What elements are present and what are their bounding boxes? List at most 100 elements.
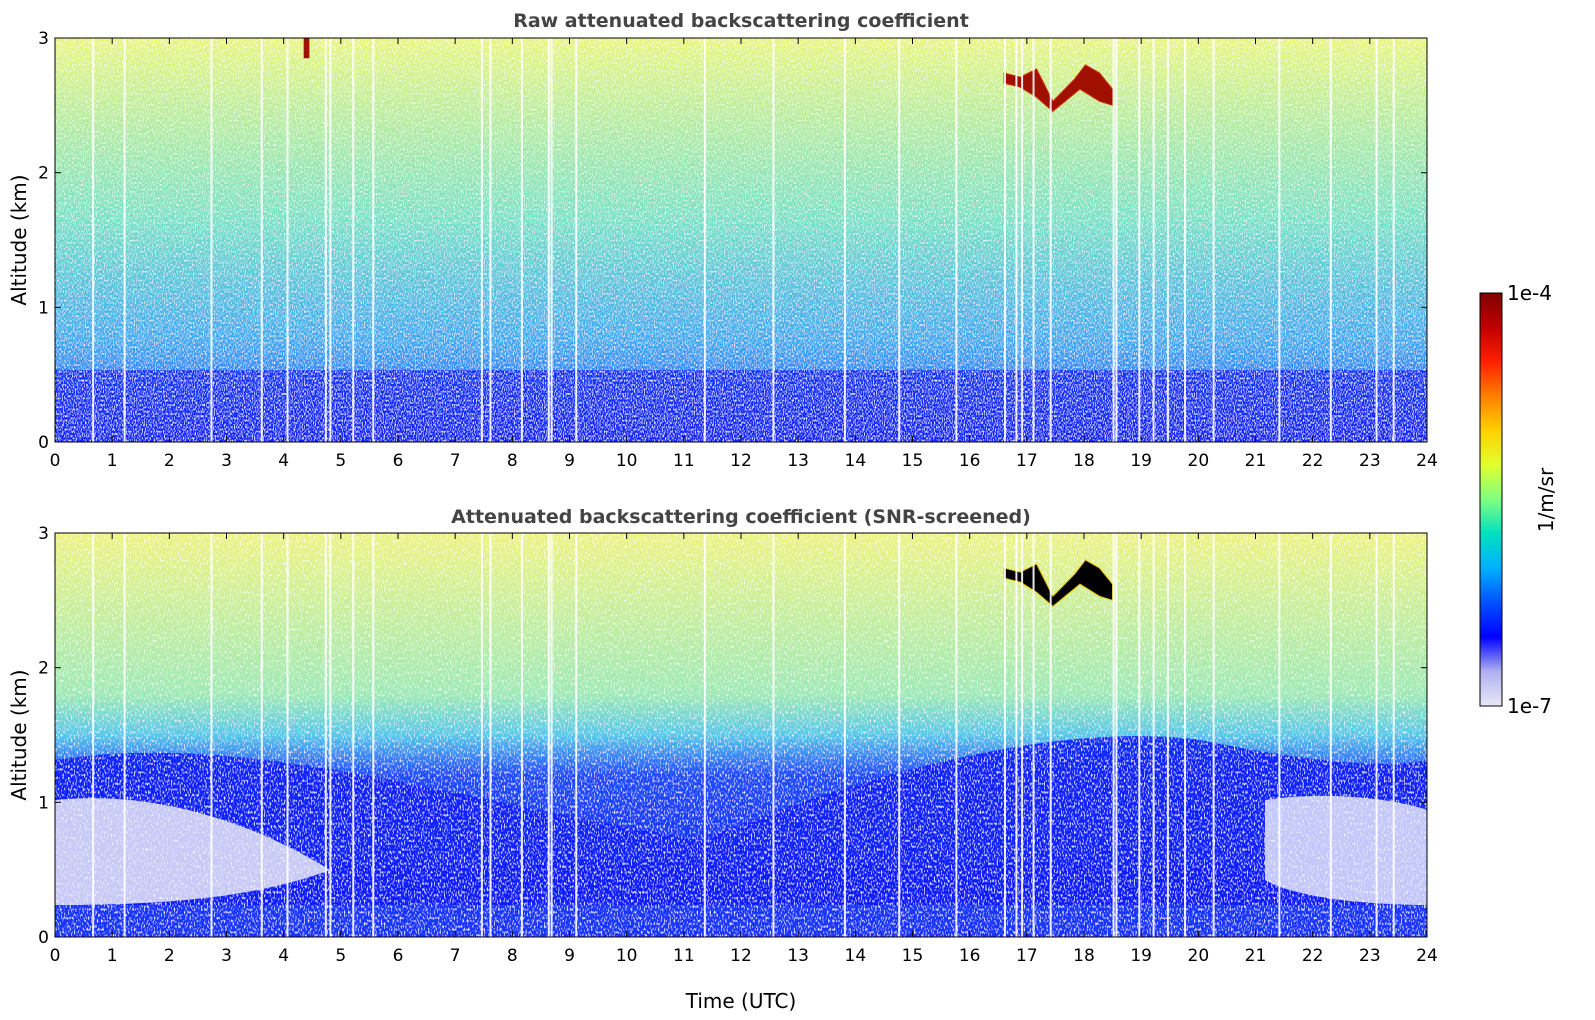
x-tick-label: 19	[1130, 451, 1152, 471]
x-tick-label: 15	[902, 451, 924, 471]
data-gap-stripe	[1112, 38, 1115, 442]
data-gap-stripe	[703, 38, 706, 442]
y-tick-label: 3	[38, 524, 49, 544]
x-tick-label: 22	[1302, 946, 1324, 966]
data-gap-stripe	[1278, 38, 1281, 442]
data-gap-stripe	[210, 533, 213, 937]
data-gap-stripe	[550, 533, 553, 937]
x-tick-label: 2	[164, 451, 175, 471]
colorbar: 1e-4 1e-7 1/m/sr	[1479, 281, 1558, 718]
x-tick-label: 10	[616, 451, 638, 471]
data-gap-stripe	[955, 38, 958, 442]
data-gap-stripe	[1049, 38, 1052, 442]
data-gap-stripe	[1152, 38, 1155, 442]
x-tick-label: 0	[50, 451, 61, 471]
data-gap-stripe	[92, 533, 95, 937]
x-tick-label: 11	[673, 451, 695, 471]
data-gap-stripe	[1184, 38, 1187, 442]
data-gap-stripe	[372, 38, 375, 442]
y-tick-label: 2	[38, 164, 49, 184]
data-gap-stripe	[260, 533, 263, 937]
chart-title-raw: Raw attenuated backscattering coefficien…	[513, 10, 969, 32]
x-tick-label: 12	[730, 451, 752, 471]
x-tick-label: 6	[393, 946, 404, 966]
data-gap-stripe	[1392, 533, 1395, 937]
x-tick-label: 21	[1245, 946, 1267, 966]
x-tick-label: 6	[393, 451, 404, 471]
x-tick-label: 24	[1416, 451, 1438, 471]
data-gap-stripe	[772, 533, 775, 937]
data-gap-stripe	[1021, 38, 1024, 442]
data-gap-stripe	[286, 533, 289, 937]
x-tick-label: 12	[730, 946, 752, 966]
boundary-layer	[55, 370, 1427, 442]
data-gap-stripe	[703, 533, 706, 937]
data-gap-stripe	[1032, 533, 1035, 937]
data-gaps-screened	[92, 533, 1395, 937]
data-gap-stripe	[1138, 533, 1141, 937]
x-tick-label: 16	[959, 451, 981, 471]
y-tick-label: 1	[38, 298, 49, 318]
x-tick-label: 14	[845, 946, 867, 966]
data-gap-stripe	[324, 38, 327, 442]
chart-title-screened: Attenuated backscattering coefficient (S…	[451, 506, 1031, 528]
data-gap-stripe	[955, 533, 958, 937]
data-gap-stripe	[1166, 533, 1169, 937]
x-tick-label: 18	[1073, 946, 1095, 966]
data-gap-stripe	[772, 38, 775, 442]
data-gap-stripe	[575, 533, 578, 937]
x-tick-label: 2	[164, 946, 175, 966]
x-tick-label: 15	[902, 946, 924, 966]
data-gap-stripe	[123, 533, 126, 937]
x-tick-label: 4	[278, 451, 289, 471]
data-gap-stripe	[1021, 533, 1024, 937]
data-gap-stripe	[898, 38, 901, 442]
data-gap-stripe	[1375, 38, 1378, 442]
data-gap-stripe	[1375, 533, 1378, 937]
x-tick-label: 23	[1359, 451, 1381, 471]
data-gap-stripe	[123, 38, 126, 442]
data-gap-stripe	[1329, 38, 1332, 442]
data-gap-stripe	[575, 38, 578, 442]
data-gap-stripe	[1115, 38, 1118, 442]
data-gap-stripe	[547, 533, 550, 937]
x-tick-label: 1	[107, 451, 118, 471]
x-tick-label: 8	[507, 946, 518, 966]
data-gap-stripe	[520, 38, 523, 442]
data-gap-stripe	[520, 533, 523, 937]
x-tick-label: 3	[221, 946, 232, 966]
data-gap-stripe	[898, 533, 901, 937]
data-gap-stripe	[550, 38, 553, 442]
data-gap-stripe	[286, 38, 289, 442]
panel-raw: Raw attenuated backscattering coefficien…	[7, 10, 1438, 471]
x-tick-label: 7	[450, 946, 461, 966]
data-gap-stripe	[1138, 38, 1141, 442]
data-gap-stripe	[1329, 533, 1332, 937]
cloud-fragment	[303, 38, 310, 59]
x-tick-label: 3	[221, 451, 232, 471]
data-gap-stripe	[843, 533, 846, 937]
data-gap-stripe	[1152, 533, 1155, 937]
data-gaps-raw	[92, 38, 1395, 442]
x-tick-label: 9	[564, 946, 575, 966]
x-tick-label: 5	[335, 946, 346, 966]
colorbar-gradient	[1479, 292, 1503, 707]
data-gap-stripe	[210, 38, 213, 442]
x-tick-label: 23	[1359, 946, 1381, 966]
x-axis-raw: 0 1 2 3 4 5 6 7 8 9 10 11 12 13 14 15 16 17 18 19 20 21 22 23 24	[50, 38, 1438, 471]
data-gap-stripe	[1115, 533, 1118, 937]
x-tick-label: 11	[673, 946, 695, 966]
data-gap-stripe	[329, 533, 332, 937]
x-tick-label: 17	[1016, 946, 1038, 966]
data-gap-stripe	[1184, 533, 1187, 937]
data-gap-stripe	[1015, 533, 1018, 937]
colorbar-unit-label: 1/m/sr	[1534, 467, 1558, 532]
x-tick-label: 20	[1188, 451, 1210, 471]
data-gap-stripe	[480, 533, 483, 937]
data-gap-stripe	[1003, 38, 1006, 442]
x-tick-label: 1	[107, 946, 118, 966]
y-tick-label: 0	[38, 928, 49, 948]
data-gap-stripe	[1212, 533, 1215, 937]
data-gap-stripe	[1166, 38, 1169, 442]
